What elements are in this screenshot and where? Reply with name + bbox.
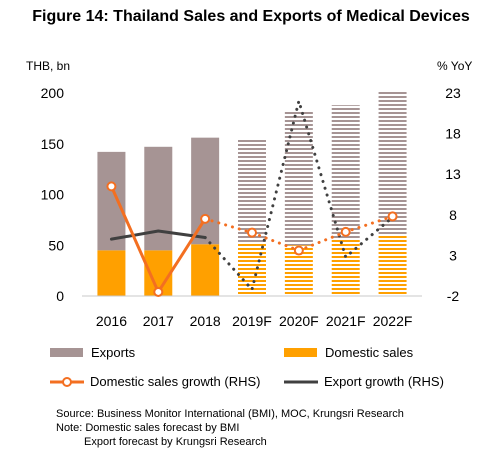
legend-swatch-export-growth: [284, 380, 318, 383]
legend-label-exports: Exports: [91, 345, 136, 360]
note-line-2: Export forecast by Krungsri Research: [84, 436, 267, 448]
point-domestic-growth: [153, 286, 164, 297]
x-tick-label: 2016: [96, 313, 127, 329]
bar-exports: [378, 91, 407, 236]
x-tick-label: 2018: [190, 313, 221, 329]
line-export-growth-actual: [109, 229, 207, 241]
bar-exports: [97, 151, 126, 251]
left-tick-label: 100: [41, 187, 65, 203]
line-export-growth-forecast: [203, 99, 395, 292]
bar-domestic-sales: [378, 235, 407, 296]
left-tick-label: 150: [41, 136, 65, 152]
legend-item-domestic-growth: Domestic sales growth (RHS): [50, 374, 261, 389]
right-tick-label: 3: [449, 247, 457, 263]
legend-swatch-exports: [50, 348, 83, 357]
x-tick-label: 2019F: [232, 313, 272, 329]
legend-item-domestic: Domestic sales: [284, 345, 413, 360]
legend-swatch-domestic-growth: [50, 376, 84, 387]
right-tick-label: 23: [445, 85, 461, 101]
legend-item-export-growth: Export growth (RHS): [284, 374, 444, 389]
x-tick-label: 2022F: [373, 313, 413, 329]
left-axis-label: THB, bn: [26, 59, 70, 73]
chart-title: Figure 14: Thailand Sales and Exports of…: [32, 8, 470, 25]
bar-exports: [144, 146, 173, 251]
bar-exports: [191, 137, 220, 245]
chart-area: THB, bn % YoY 0 50 100 150 200 -2 3 8 13 18 23 20…: [26, 59, 472, 329]
bar-exports: [331, 105, 360, 239]
x-tick-label: 2017: [143, 313, 174, 329]
left-tick-label: 50: [48, 237, 64, 253]
bar-domestic-sales: [191, 244, 220, 296]
left-tick-label: 0: [56, 288, 64, 304]
source-line: Source: Business Monitor International (…: [56, 408, 404, 420]
bar-exports: [284, 110, 313, 246]
bar-exports: [238, 138, 266, 243]
point-domestic-growth: [200, 213, 211, 224]
legend-swatch-domestic: [284, 348, 317, 357]
bar-domestic-sales: [97, 250, 126, 296]
left-tick-label: 200: [41, 85, 65, 101]
point-domestic-growth: [340, 226, 351, 237]
right-axis-label: % YoY: [437, 59, 472, 73]
legend-label-export-growth: Export growth (RHS): [324, 374, 444, 389]
right-tick-label: 13: [445, 166, 461, 182]
right-tick-label: -2: [447, 288, 460, 304]
legend-label-domestic: Domestic sales: [325, 345, 414, 360]
x-tick-label: 2020F: [279, 313, 319, 329]
point-domestic-growth: [387, 211, 398, 222]
source-notes: Source: Business Monitor International (…: [56, 407, 404, 449]
legend-label-domestic-growth: Domestic sales growth (RHS): [90, 374, 261, 389]
right-tick-label: 8: [449, 207, 457, 223]
note-line: Note: Domestic sales forecast by BMI: [56, 422, 240, 434]
point-domestic-growth: [293, 245, 304, 256]
bar-domestic-sales: [331, 238, 360, 296]
x-tick-label: 2021F: [326, 313, 366, 329]
legend-item-exports: Exports: [50, 345, 135, 360]
point-domestic-growth: [247, 227, 257, 238]
point-domestic-growth: [106, 181, 117, 192]
right-tick-label: 18: [445, 126, 461, 142]
